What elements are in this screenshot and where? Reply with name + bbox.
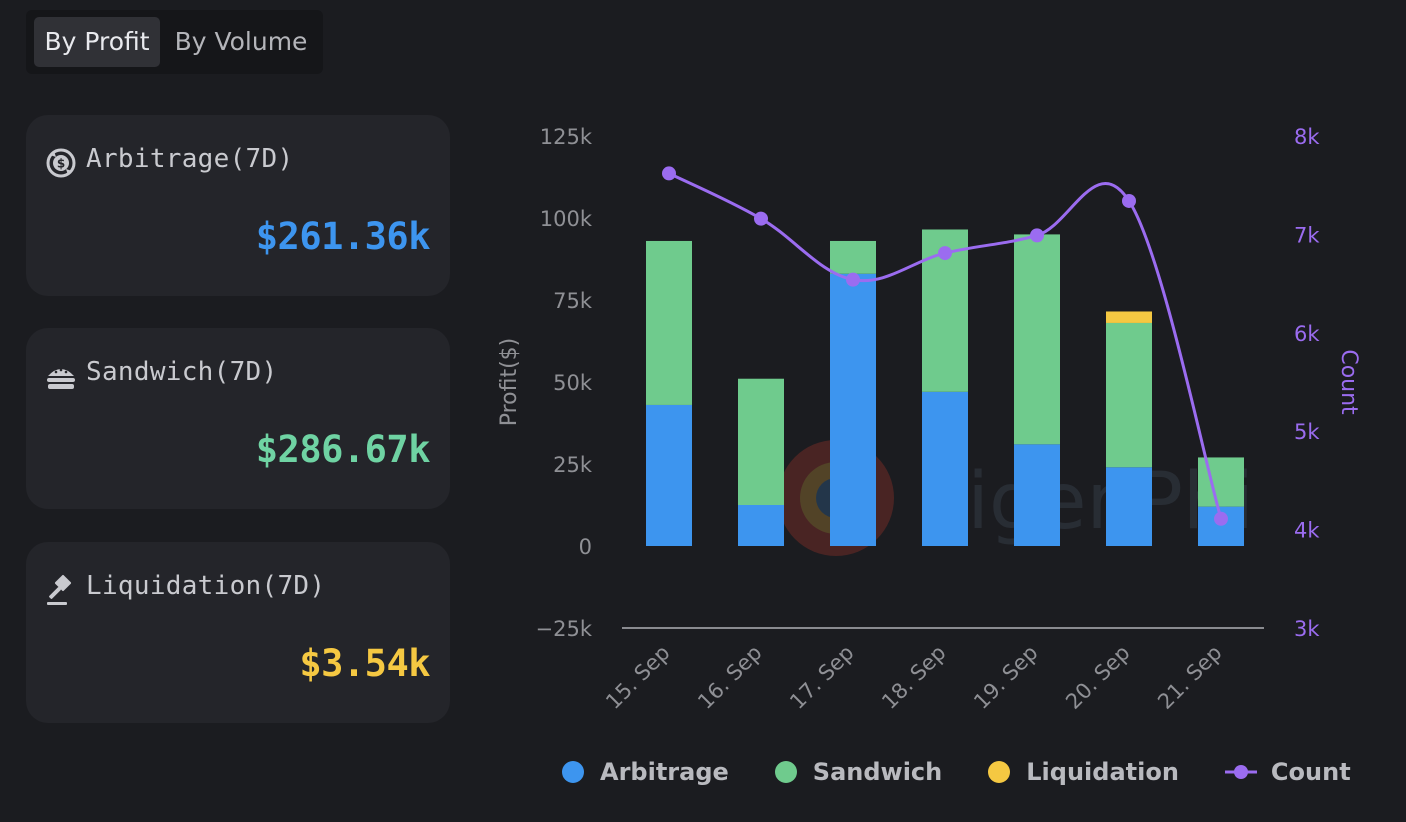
legend-sandwich-label: Sandwich [812,758,943,786]
y2-axis-title: Count [1336,349,1361,415]
y-tick-label: 75k [553,289,593,313]
legend-sandwich[interactable]: Sandwich [774,758,943,786]
bar-arbitrage [1014,444,1060,546]
bar-sandwich [646,240,692,405]
bar-liquidation [1106,311,1152,323]
view-toggle: By Profit By Volume [26,10,323,74]
arbitrage-value: $261.36k [255,215,431,258]
x-tick-label: 21. Sep [1153,641,1226,714]
profit-chart: EigenPhi125k100k75k50k25k0−25k8k7k6k5k4k… [497,125,1361,714]
liquidation-label: Liquidation(7D) [86,571,326,601]
sandwich-label: Sandwich(7D) [86,357,278,387]
y2-tick-label: 3k [1294,617,1320,641]
count-point [938,246,952,261]
y-tick-label: −25k [536,617,593,641]
bar-sandwich [1106,322,1152,468]
by-profit-tab[interactable]: By Profit [34,17,160,67]
x-tick-label: 20. Sep [1061,641,1134,714]
legend-count-swatch [1224,765,1257,779]
liquidation-value: $3.54k [299,642,430,685]
y2-tick-label: 8k [1294,125,1320,149]
y-tick-label: 100k [540,207,593,231]
svg-text:$: $ [57,157,65,171]
count-point [1122,193,1136,208]
bar-arbitrage [646,404,692,546]
legend-liquidation-swatch [988,761,1011,783]
count-point [754,211,768,226]
legend-arbitrage-label: Arbitrage [600,758,729,786]
bar-arbitrage [922,391,968,546]
count-point [846,272,860,287]
y-tick-label: 50k [553,371,593,395]
y-tick-label: 25k [553,453,593,477]
legend-liquidation-label: Liquidation [1026,758,1179,786]
y2-tick-label: 5k [1294,420,1320,444]
x-tick-label: 18. Sep [877,641,950,714]
x-tick-label: 15. Sep [601,641,674,714]
legend-count[interactable]: Count [1224,758,1351,786]
x-tick-label: 16. Sep [693,641,766,714]
legend-arbitrage-swatch [562,761,584,783]
arbitrage-icon: $ [46,148,76,178]
y-axis-title: Profit($) [497,338,522,427]
count-point [1214,511,1228,526]
x-tick-label: 19. Sep [969,641,1042,714]
bar-sandwich [830,240,876,274]
y-tick-label: 0 [579,535,592,559]
y-tick-label: 125k [540,125,593,149]
x-tick-label: 17. Sep [785,641,858,714]
bar-arbitrage [1106,467,1152,546]
y2-tick-label: 7k [1294,223,1320,247]
gavel-icon [47,574,72,605]
chart-legend: Arbitrage Sandwich Liquidation Count [562,752,1397,792]
bar-arbitrage [738,505,784,546]
liquidation-card[interactable]: Liquidation(7D) $3.54k [26,542,450,723]
count-line [668,172,1223,520]
arbitrage-card[interactable]: $ Arbitrage(7D) $261.36k [26,115,450,296]
sandwich-icon [47,368,75,389]
count-point [1030,228,1044,243]
y2-tick-label: 6k [1294,322,1320,346]
y2-tick-label: 4k [1294,519,1320,543]
bar-sandwich [1014,234,1060,445]
by-volume-tab[interactable]: By Volume [174,27,308,56]
bar-arbitrage [830,273,876,546]
sandwich-value: $286.67k [255,428,431,471]
bar-sandwich [738,378,784,505]
count-point [662,166,676,181]
bar-sandwich [1198,457,1244,507]
legend-count-label: Count [1270,758,1351,786]
arbitrage-label: Arbitrage(7D) [86,144,294,174]
legend-sandwich-swatch [774,761,797,783]
legend-arbitrage[interactable]: Arbitrage [562,758,729,786]
legend-liquidation[interactable]: Liquidation [988,758,1179,786]
sandwich-card[interactable]: Sandwich(7D) $286.67k [26,328,450,509]
